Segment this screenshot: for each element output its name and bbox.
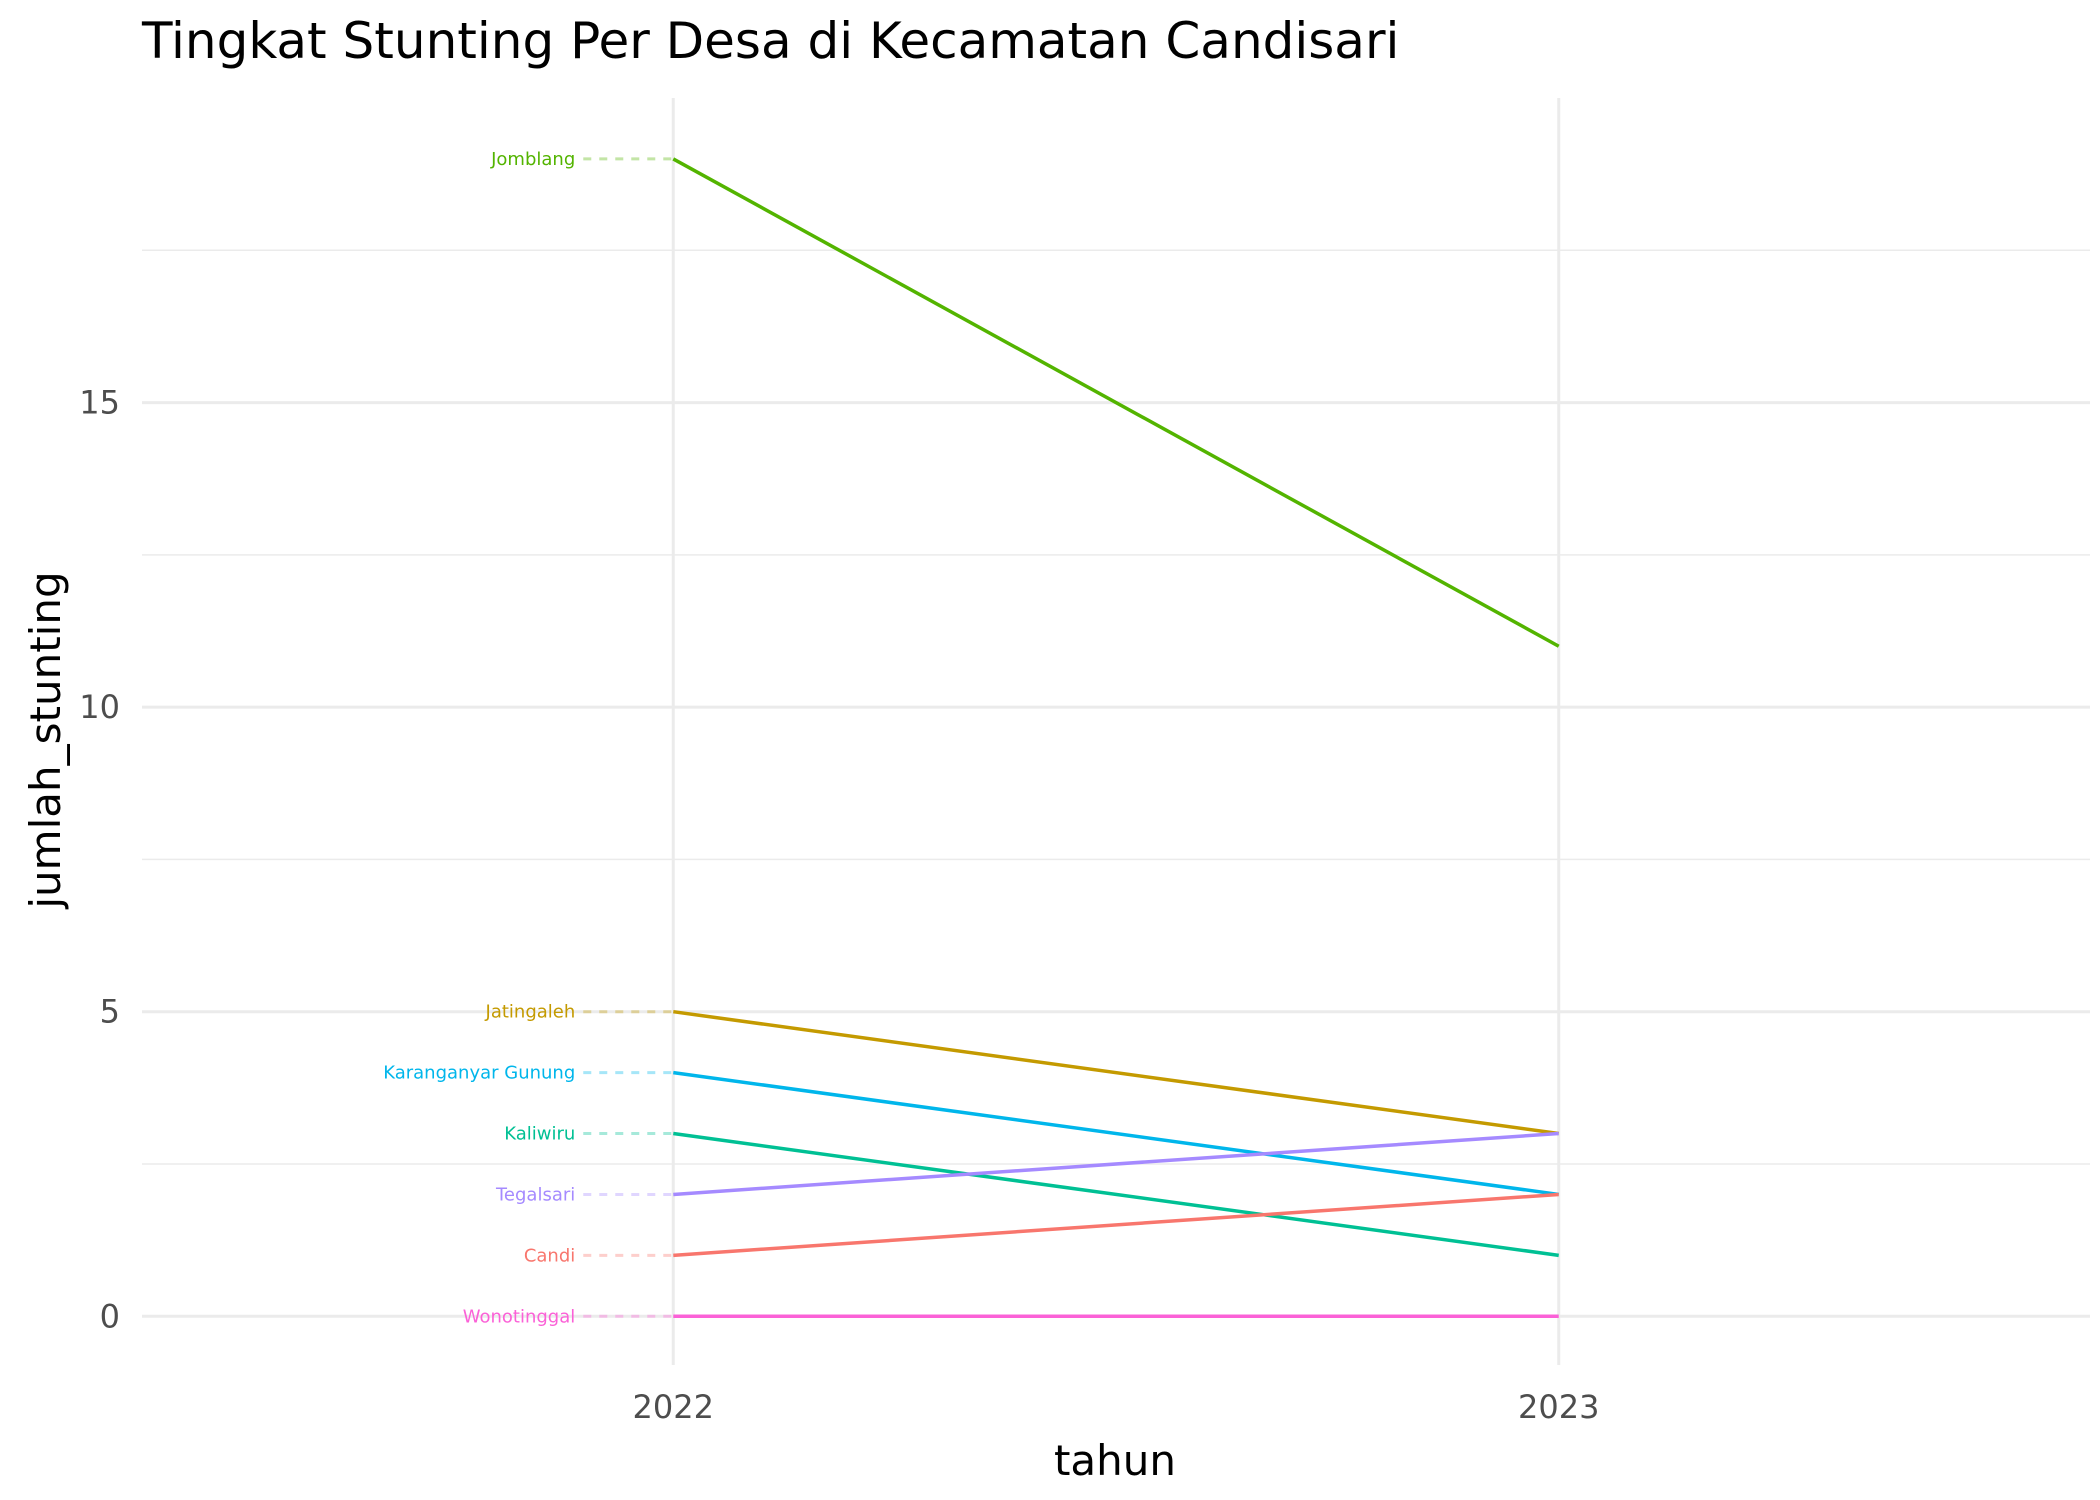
series-label: Karanganyar Gunung [383,1063,575,1084]
series-label: Jatingaleh [485,1002,576,1023]
series-label: Jomblang [490,149,575,170]
series-line [673,1192,1559,1258]
series-label: Kaliwiru [504,1124,575,1145]
series-lines [672,157,1560,1319]
chart-title: Tingkat Stunting Per Desa di Kecamatan C… [141,12,1399,70]
x-tick-label: 2023 [1518,1388,1599,1426]
x-tick-label: 2022 [633,1388,714,1426]
y-tick-label: 10 [79,688,120,726]
y-tick-label: 5 [100,993,120,1031]
axis-ticks: 0 5 10 15 2022 2023 [79,384,1599,1426]
series-label: Tegalsari [495,1184,575,1205]
series-line [672,157,1560,648]
grid [142,98,2090,1365]
y-tick-label: 0 [100,1297,120,1335]
series-labels: Jomblang Jatingaleh Karanganyar Gunung Kali… [383,149,575,1327]
series-line [673,1131,1559,1258]
series-label: Wonotinggal [463,1306,576,1327]
series-line [673,1070,1559,1197]
series-line [673,1009,1559,1136]
y-tick-label: 15 [79,384,120,422]
y-axis-title: jumlah_stunting [21,571,70,909]
label-guides [583,157,674,1318]
series-label: Candi [524,1245,575,1266]
x-axis-title: tahun [1054,1436,1176,1485]
series-line [673,1131,1559,1197]
